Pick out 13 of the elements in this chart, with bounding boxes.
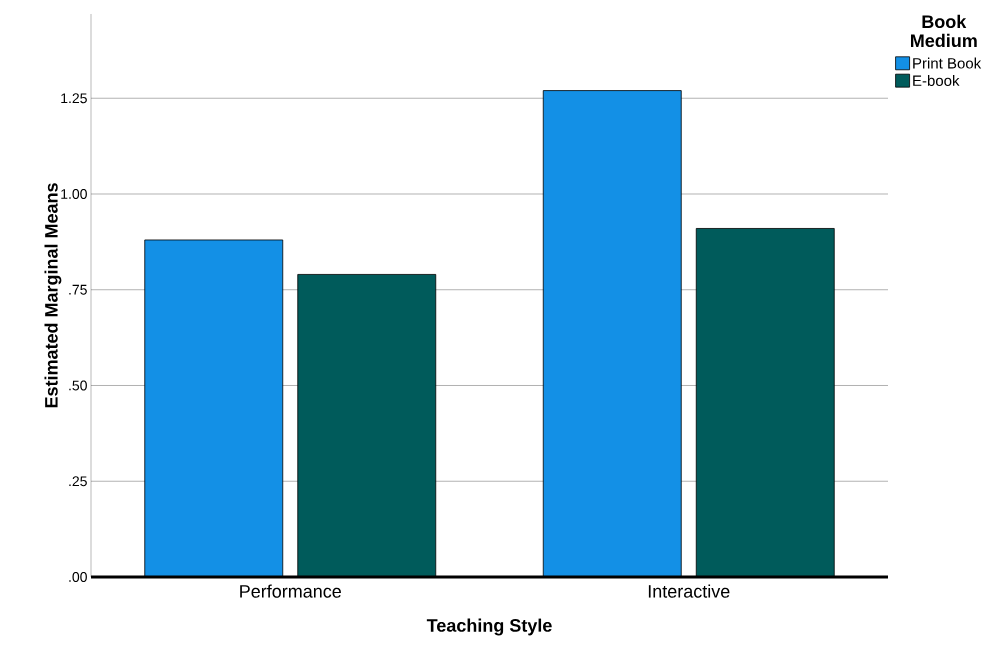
x-tick-label: Interactive — [648, 584, 730, 598]
x-axis-title: Teaching Style — [426, 618, 552, 636]
y-tick-label: .50 — [69, 380, 87, 391]
x-tick-label: Performance — [240, 584, 341, 598]
y-axis-title: Estimated Marginal Means — [44, 183, 62, 408]
y-tick-label: 1.00 — [61, 189, 87, 199]
y-tick-label: .25 — [69, 476, 87, 487]
legend-title: Book Medium — [911, 14, 977, 48]
y-tick-label: .75 — [69, 284, 87, 295]
legend-label: E-book — [913, 74, 960, 86]
legend-label: Print Book — [913, 57, 982, 69]
y-tick-label: .00 — [69, 572, 87, 582]
y-tick-label: 1.25 — [61, 93, 87, 104]
